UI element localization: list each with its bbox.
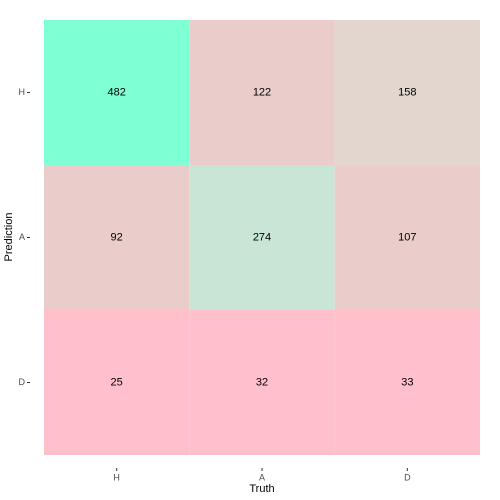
y-tick-label: A bbox=[19, 232, 25, 242]
cell-label: 92 bbox=[111, 231, 123, 243]
heatmap-cell bbox=[334, 165, 480, 310]
cell-label: 33 bbox=[401, 376, 413, 388]
x-axis-title: Truth bbox=[249, 483, 274, 495]
x-tick-label: H bbox=[113, 472, 120, 482]
cell-label: 482 bbox=[107, 86, 125, 98]
y-axis-title: Prediction bbox=[3, 213, 15, 262]
cell-label: 32 bbox=[256, 376, 268, 388]
heatmap-cell bbox=[44, 165, 190, 310]
cell-label: 107 bbox=[398, 231, 416, 243]
y-tick-label: H bbox=[19, 87, 26, 97]
heatmap-cell bbox=[334, 310, 480, 455]
y-tick-label: D bbox=[19, 377, 26, 387]
cell-label: 25 bbox=[111, 376, 123, 388]
cell-label: 274 bbox=[253, 231, 271, 243]
heatmap-cell bbox=[189, 310, 335, 455]
heatmap-cell bbox=[44, 20, 190, 165]
cell-label: 122 bbox=[253, 86, 271, 98]
x-tick-label: D bbox=[404, 472, 411, 482]
heatmap-cell bbox=[334, 20, 480, 165]
heatmap-cell bbox=[44, 310, 190, 455]
x-tick-label: A bbox=[259, 472, 265, 482]
heatmap-cell bbox=[189, 20, 335, 165]
cell-label: 158 bbox=[398, 86, 416, 98]
heatmap-cell bbox=[189, 165, 335, 310]
